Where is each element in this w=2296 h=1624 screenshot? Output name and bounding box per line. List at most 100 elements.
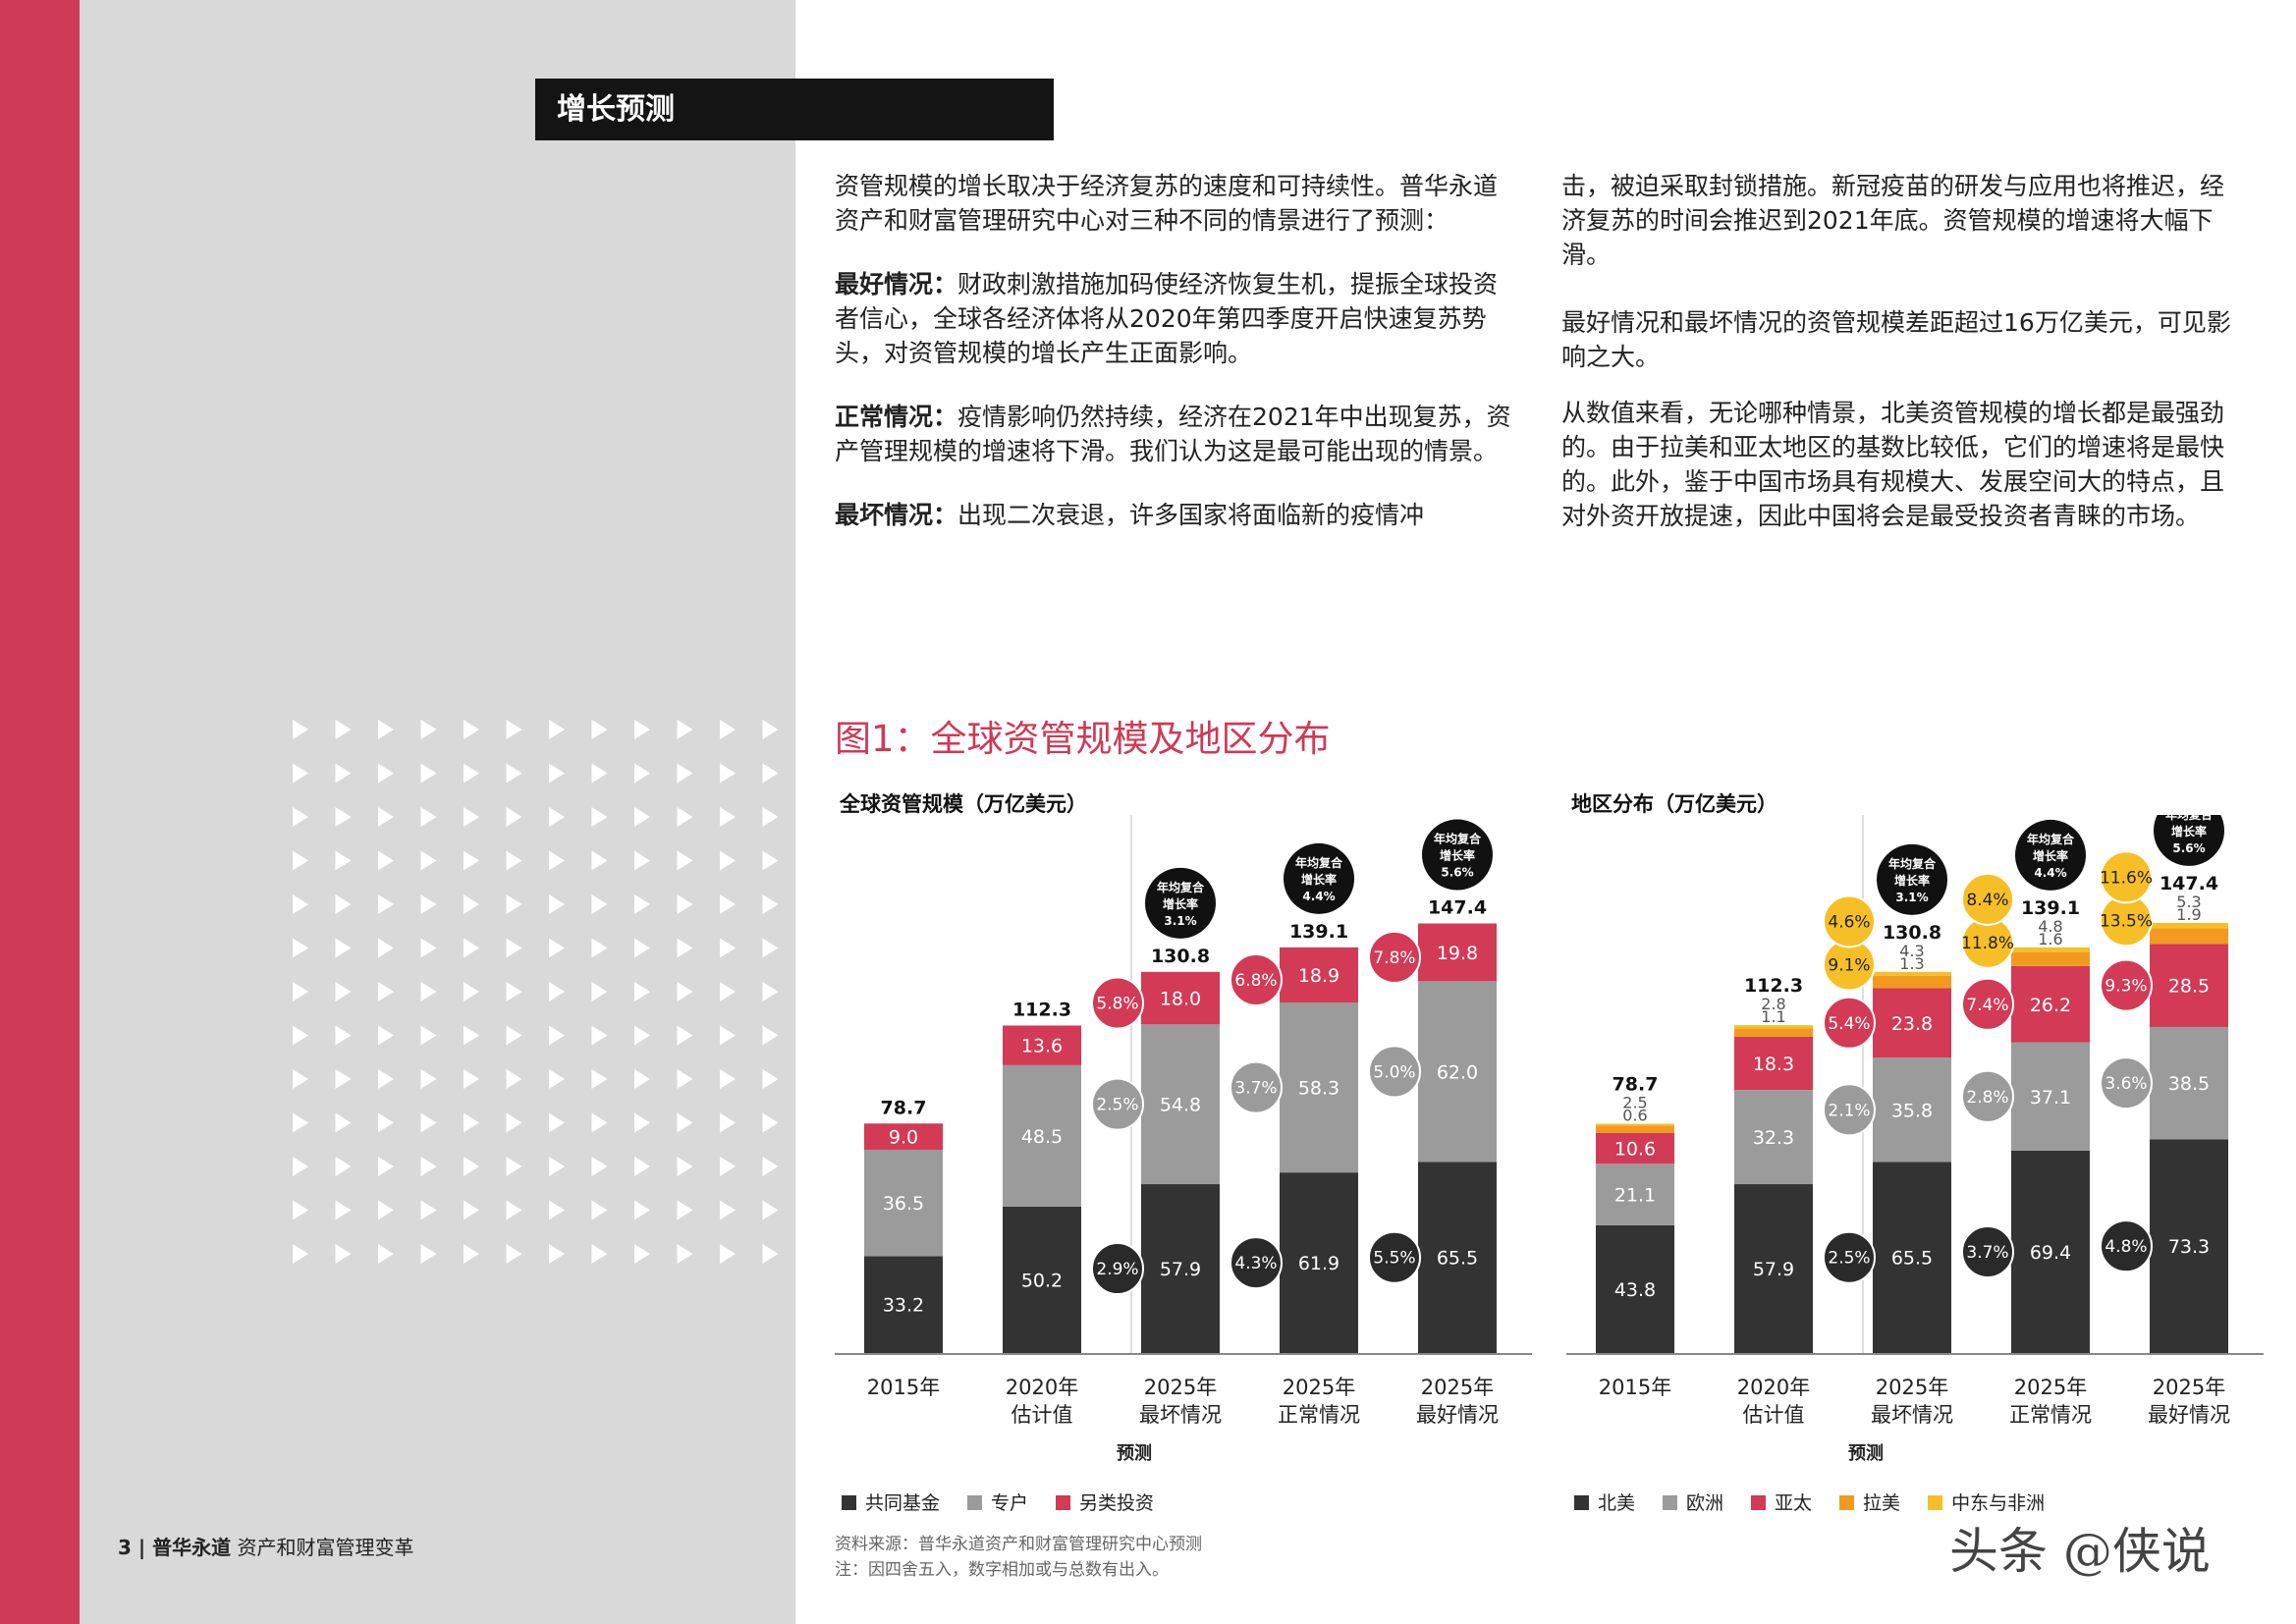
triangle-mark (506, 763, 522, 784)
cagr-circle-0-3 (1230, 1236, 1283, 1290)
cagr-label-0-2: 2.9% (1096, 1260, 1138, 1279)
total-cagr-caption-3: 年均复合 (2027, 832, 2075, 846)
total-cagr-caption-4: 年均复合 (1434, 832, 1482, 846)
triangle-mark (549, 938, 565, 958)
small-value-label-3-0: 2.5 (1622, 1094, 1647, 1112)
triangle-mark (378, 1157, 394, 1176)
triangle-mark (464, 1157, 479, 1176)
left-text-column: 资管规模的增长取决于经济复苏的速度和可持续性。普华永道资产和财富管理研究中心对三… (835, 169, 1512, 562)
triangle-mark (591, 850, 608, 871)
triangle-mark (420, 763, 437, 784)
cagr-circle-0-2 (1091, 1242, 1144, 1296)
right-paragraph-2: 最好情况和最坏情况的资管规模差距超过16万亿美元，可见影响之大。 (1561, 308, 2231, 371)
triangle-mark (549, 850, 565, 871)
total-cagr-caption-2: 年均复合 (1888, 856, 1937, 871)
total-cagr-badge-4 (2154, 815, 2224, 866)
category-label-0: 2015年 (867, 1376, 940, 1399)
bar-segment-2-3 (1280, 947, 1358, 1003)
triangle-mark (634, 894, 650, 914)
bar-segment-4-4 (2150, 922, 2228, 929)
chart1-legend: 共同基金 专户 另类投资 (842, 1489, 1154, 1515)
legend-item: 共同基金 (842, 1489, 940, 1515)
value-label-2-1: 13.6 (1021, 1036, 1063, 1057)
cagr-label-2-3: 7.4% (1966, 996, 2008, 1015)
triangle-mark (677, 807, 693, 827)
small-value-label-3-2: 4.3 (1899, 942, 1924, 960)
cagr-label-0-3: 3.7% (1966, 1243, 2008, 1263)
triangle-mark (293, 1025, 308, 1046)
category-label-4: 2025年 (1421, 1376, 1494, 1399)
triangle-mark (420, 850, 437, 871)
category-label-2: 2025年 (1144, 1376, 1217, 1399)
chart2-title: 地区分布（万亿美元） (1571, 792, 1777, 816)
triangle-mark (591, 807, 608, 827)
triangle-mark (420, 982, 437, 1001)
triangle-mark (591, 763, 608, 784)
triangle-mark (464, 763, 479, 784)
cagr-label-1-4: 5.0% (1373, 1062, 1415, 1082)
category-label-2: 最坏情况 (1139, 1403, 1222, 1427)
normal-case-text: 疫情影响仍然持续，经济在2021年中出现复苏，资产管理规模的增速将下滑。我们认为… (835, 403, 1511, 465)
bar-segment-3-1 (1734, 1028, 1813, 1037)
cagr-label-2-2: 5.8% (1096, 995, 1138, 1014)
legend-item: 专户 (967, 1489, 1028, 1515)
total-cagr-value-3: 4.4% (2034, 866, 2066, 880)
bar-segment-2-3 (2011, 965, 2090, 1043)
triangle-mark (720, 1244, 736, 1264)
triangle-mark (677, 1244, 693, 1264)
triangle-mark (420, 807, 437, 827)
cagr-circle-1-3 (1961, 1069, 2014, 1123)
triangle-mark (335, 720, 352, 739)
triangle-mark (506, 1069, 522, 1089)
category-label-0: 2015年 (1599, 1376, 1671, 1399)
category-label-1: 2020年 (1737, 1376, 1810, 1399)
triangle-mark (420, 894, 437, 914)
triangle-mark (677, 938, 693, 958)
total-cagr-caption2-4: 增长率 (2171, 824, 2207, 839)
triangle-mark (464, 1069, 479, 1089)
bar-segment-0-0 (1596, 1224, 1674, 1353)
cagr-label-4-4: 11.6% (2100, 868, 2153, 888)
cagr-circle-2-3 (1230, 952, 1283, 1006)
value-label-0-2: 57.9 (1160, 1259, 1201, 1280)
category-label-4: 最好情况 (2148, 1403, 2230, 1427)
rounding-note: 注：因四舍五入，数字相加或与总数有出入。 (835, 1560, 1169, 1580)
triangle-mark (634, 720, 650, 739)
triangle-mark (677, 1157, 693, 1176)
cagr-label-4-3: 8.4% (1966, 891, 2008, 910)
triangle-mark (420, 1069, 437, 1089)
footer: 3 | 普华永道 资产和财富管理变革 (118, 1532, 414, 1560)
triangle-mark (506, 1112, 522, 1133)
total-cagr-caption2-3: 增长率 (2033, 848, 2068, 863)
triangle-mark (293, 1069, 308, 1089)
value-label-1-4: 38.5 (2168, 1073, 2210, 1095)
bar-segment-2-4 (1418, 923, 1497, 982)
small-value-label-4-4: 1.9 (2176, 905, 2201, 924)
total-label-3: 139.1 (1289, 921, 1348, 943)
cagr-label-3-3: 11.8% (1961, 934, 2014, 953)
bar-segment-0-3 (2011, 1150, 2090, 1353)
chart2-legend: 北美 欧洲 亚太 拉美 中东与非洲 (1574, 1489, 2045, 1515)
chart-global-aum: 33.2 36.5 9.0 78.7 2015年 50.2 48.5 13.6 112.3 202… (835, 815, 1532, 1464)
triangle-mark (549, 1200, 565, 1220)
triangle-mark (677, 1025, 693, 1046)
category-label-2: 2025年 (1876, 1376, 1948, 1399)
cagr-circle-2-2 (1823, 996, 1876, 1050)
triangle-mark (677, 1200, 693, 1220)
triangle-mark (506, 1025, 522, 1046)
triangle-mark (677, 1069, 693, 1089)
legend-label: 中东与非洲 (1951, 1492, 2046, 1514)
total-cagr-caption2-2: 增长率 (1894, 873, 1930, 888)
triangle-mark (293, 982, 308, 1001)
triangle-mark (378, 720, 394, 739)
total-cagr-value-3: 4.4% (1302, 890, 1335, 903)
cagr-circle-2-4 (2100, 958, 2153, 1012)
triangle-mark (420, 938, 437, 958)
value-label-0-4: 65.5 (1437, 1248, 1478, 1270)
triangle-mark (720, 1157, 736, 1176)
triangle-mark (506, 850, 522, 871)
triangle-mark (549, 763, 565, 784)
legend-label: 北美 (1598, 1492, 1636, 1514)
legend-swatch (1839, 1495, 1855, 1510)
bar-segment-2-2 (1873, 988, 1951, 1058)
